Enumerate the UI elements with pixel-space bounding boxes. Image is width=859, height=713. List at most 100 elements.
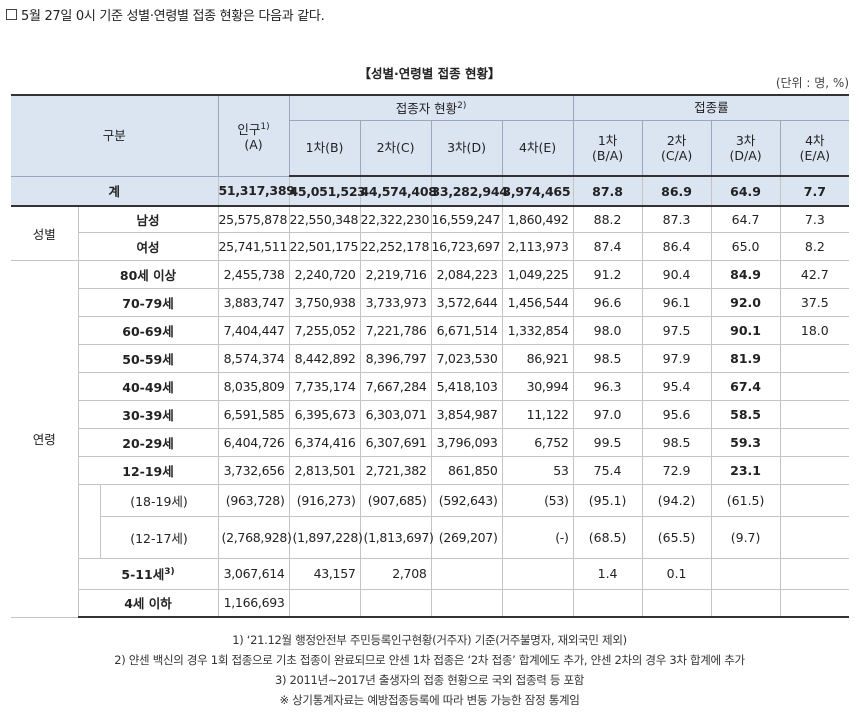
cell-d1: 2,240,720 (288, 259, 361, 289)
cell-r3: 81.9 (710, 343, 781, 373)
cell-d1: 43,157 (288, 557, 361, 590)
cell-d3: 7,023,530 (430, 343, 503, 373)
cell-pop: 3,883,747 (217, 287, 290, 317)
row-label: 50-59세 (77, 343, 219, 373)
cell-r2: 95.4 (641, 371, 712, 401)
sub-indent-cell (77, 483, 101, 559)
cell-d3: 16,559,247 (430, 206, 503, 233)
header-rate2: 2차 (C/A) (641, 120, 712, 177)
cell-d2: 2,721,382 (359, 455, 432, 485)
header-dose4: 4차(E) (501, 120, 574, 177)
cell-d3: 3,854,987 (430, 399, 503, 429)
footnote: ※ 상기통계자료는 예방접종등록에 따라 변동 가능한 잠정 통계임 (279, 693, 580, 707)
cell-r3: (61.5) (710, 483, 781, 517)
row-label: 계 (11, 176, 219, 207)
cell-empty (288, 588, 361, 618)
cell-d1: 8,442,892 (288, 343, 361, 373)
cell-d1: 22,550,348 (288, 206, 361, 233)
cell-r4: 8.2 (779, 231, 850, 261)
footnote: 1) ‘21.12월 행정안전부 주민등록인구현황(거주자) 기준(거주불명자,… (232, 633, 627, 647)
table-row: (18-19세) (963,728) (916,273) (907,685) (… (11, 483, 850, 559)
cell-r1: 98.5 (572, 343, 643, 373)
cell-r3: 90.1 (710, 315, 781, 345)
row-label: 70-79세 (77, 287, 219, 317)
cell-d2: 2,219,716 (359, 259, 432, 289)
header-dose2: 2차(C) (359, 120, 432, 177)
cell-d3: (592,643) (430, 483, 503, 517)
group-label-age: 연령 (11, 259, 79, 618)
cell-r4 (779, 371, 850, 401)
cell-r4 (779, 483, 850, 517)
cell-d3: (269,207) (430, 515, 503, 559)
cell-d4: 3,974,465 (501, 176, 574, 207)
header-category: 구분 (11, 94, 219, 177)
cell-d2: 22,252,178 (359, 231, 432, 261)
cell-r1: 98.0 (572, 315, 643, 345)
row-label: 남성 (77, 206, 219, 233)
cell-d3: 6,671,514 (430, 315, 503, 345)
cell-r4: 7.7 (779, 176, 850, 207)
cell-r1: 75.4 (572, 455, 643, 485)
unit-label: (단위 : 명, %) (775, 76, 849, 90)
cell-r1: 96.3 (572, 371, 643, 401)
cell-d1: 6,374,416 (288, 427, 361, 457)
table-row: 50-59세 8,574,374 8,442,892 8,396,797 7,0… (11, 343, 850, 373)
checkbox-square-icon (6, 9, 17, 20)
cell-d2: 6,307,691 (359, 427, 432, 457)
cell-r3: 58.5 (710, 399, 781, 429)
cell-d2: 44,574,408 (359, 176, 437, 207)
cell-d4: (-) (501, 515, 574, 559)
cell-r4: 7.3 (779, 206, 850, 233)
cell-r3: (9.7) (710, 515, 781, 559)
cell-r2: 95.6 (641, 399, 712, 429)
cell-d2: 8,396,797 (359, 343, 432, 373)
cell-d2: 2,708 (359, 557, 432, 590)
cell-d3: 16,723,697 (430, 231, 503, 261)
row-label: (12-17세) (99, 515, 219, 559)
header-rate4: 4차 (E/A) (779, 120, 850, 177)
cell-r2: 87.3 (641, 206, 712, 233)
table-row: 4세 이하 1,166,693 (11, 588, 850, 618)
cell-r1: 97.0 (572, 399, 643, 429)
cell-d1: 3,750,938 (288, 287, 361, 317)
cell-r2: 98.5 (641, 427, 712, 457)
cell-d1: 2,813,501 (288, 455, 361, 485)
cell-d4: 2,113,973 (501, 231, 574, 261)
row-label: 4세 이하 (77, 588, 219, 618)
cell-r3: 67.4 (710, 371, 781, 401)
cell-d3 (430, 557, 503, 590)
cell-d1: (1,897,228) (288, 515, 363, 559)
cell-d2: 3,733,973 (359, 287, 432, 317)
cell-d3: 2,084,223 (430, 259, 503, 289)
cell-r3: 64.9 (710, 176, 781, 207)
table-row-total: 계 51,317,389 45,051,523 44,574,408 33,28… (11, 176, 850, 207)
row-label: 80세 이상 (77, 259, 219, 289)
row-label: 40-49세 (77, 371, 219, 401)
cell-d4 (501, 557, 574, 590)
intro-sentence: 5월 27일 0시 기준 성별·연령별 접종 현황은 다음과 같다. (21, 9, 325, 24)
cell-d3: 3,572,644 (430, 287, 503, 317)
cell-d3: 3,796,093 (430, 427, 503, 457)
row-label: 60-69세 (77, 315, 219, 345)
cell-d2: (1,813,697) (359, 515, 434, 559)
intro-text: 5월 27일 0시 기준 성별·연령별 접종 현황은 다음과 같다. (6, 5, 325, 24)
cell-d4: 6,752 (501, 427, 574, 457)
table-row: 60-69세 7,404,447 7,255,052 7,221,786 6,6… (11, 315, 850, 345)
table-row: 연령 80세 이상 2,455,738 2,240,720 2,219,716 … (11, 259, 850, 618)
cell-empty (779, 588, 850, 618)
cell-d4: 30,994 (501, 371, 574, 401)
cell-r2: 96.1 (641, 287, 712, 317)
table-row: 70-79세 3,883,747 3,750,938 3,733,973 3,5… (11, 287, 850, 317)
cell-pop: 51,317,389 (217, 176, 295, 207)
cell-pop: 6,591,585 (217, 399, 290, 429)
table-row: 40-49세 8,035,809 7,735,174 7,667,284 5,4… (11, 371, 850, 401)
header-rate3: 3차 (D/A) (710, 120, 781, 177)
group-label-gender: 성별 (11, 206, 79, 261)
table-row: 5-11세3) 3,067,614 43,157 2,708 1.4 0.1 (11, 557, 850, 590)
cell-d2: 7,667,284 (359, 371, 432, 401)
cell-r3: 59.3 (710, 427, 781, 457)
cell-d1: 7,255,052 (288, 315, 361, 345)
cell-pop: 7,404,447 (217, 315, 290, 345)
cell-d4: 1,456,544 (501, 287, 574, 317)
cell-pop: 6,404,726 (217, 427, 290, 457)
